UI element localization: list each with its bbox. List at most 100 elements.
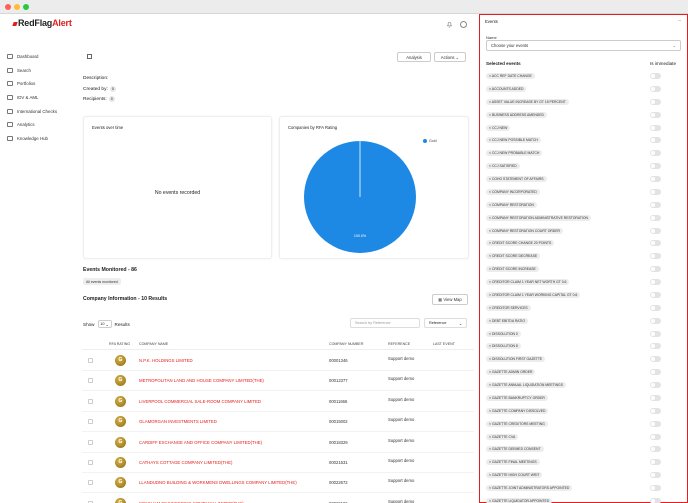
event-tag[interactable]: × DISSOLUTION FIRST GAZETTE xyxy=(486,356,546,363)
event-tag[interactable]: × COMPANY RESTORATION xyxy=(486,201,537,208)
sidebar-item-knowledge-hub[interactable]: Knowledge Hub xyxy=(0,132,74,146)
event-tag[interactable]: × CREDITOR CLAIM 1 YEAR NET WORTH GT 0.6 xyxy=(486,279,570,285)
event-tag[interactable]: × CCJ NEW PROBABLE MATCH xyxy=(486,150,543,157)
is-immediate-toggle[interactable] xyxy=(650,279,661,285)
company-name-link[interactable]: WINGHAM ENGINEERING COMPANY LIMITED(THE) xyxy=(139,501,244,503)
event-tag[interactable]: × GAZETTE ANNUAL LIQUIDATION MEETINGS xyxy=(486,382,566,388)
event-tag[interactable]: × CREDIT SCORE DECREASE xyxy=(486,253,541,260)
company-name-link[interactable]: CARDIFF EXCHANGE AND OFFICE COMPANY LIMI… xyxy=(139,439,263,445)
is-immediate-toggle[interactable] xyxy=(650,459,661,466)
event-tag[interactable]: × ACCOUNTS ADDED xyxy=(486,85,527,92)
bell-icon[interactable] xyxy=(446,21,453,28)
is-immediate-toggle[interactable] xyxy=(650,214,661,221)
is-immediate-toggle[interactable] xyxy=(650,407,661,414)
is-immediate-toggle[interactable] xyxy=(650,266,661,273)
maximize-window-button[interactable] xyxy=(23,4,29,10)
is-immediate-toggle[interactable] xyxy=(650,240,661,247)
event-tag[interactable]: × COHO STATEMENT OF AFFAIRS xyxy=(486,176,547,182)
is-immediate-toggle[interactable] xyxy=(650,330,661,337)
col-last-event[interactable]: Last Event xyxy=(433,342,455,346)
table-row[interactable]: G LLANDUDNO BUILDING & WORKMENS DWELLINGS… xyxy=(82,473,474,494)
sidebar-item-analytics[interactable]: Analytics xyxy=(0,118,74,132)
sidebar-item-idv-aml[interactable]: IDV & AML xyxy=(0,91,74,105)
is-immediate-toggle[interactable] xyxy=(650,201,661,208)
is-immediate-toggle[interactable] xyxy=(650,227,661,234)
row-checkbox[interactable] xyxy=(88,439,93,445)
page-size-select[interactable]: 10 ⌄ xyxy=(97,320,112,328)
event-tag[interactable]: × GAZETTE DEEMED CONSENT xyxy=(486,446,544,453)
col-rfa-rating[interactable]: RFA Rating xyxy=(109,342,131,346)
event-tag[interactable]: × ASSET VALUE INCREASE BY GT 15 PERCENT xyxy=(486,98,569,105)
settings-icon[interactable] xyxy=(460,21,467,28)
table-row[interactable]: G LIVERPOOL COMMERCIAL SALE-ROOM COMPANY … xyxy=(82,392,474,412)
view-map-button[interactable]: ▦ View Map xyxy=(432,294,468,305)
company-name-link[interactable]: CATHAYS COTTAGE COMPANY LIMITED(THE) xyxy=(139,460,233,465)
is-immediate-toggle[interactable] xyxy=(650,176,661,182)
event-tag[interactable]: × DEBT EBITDA RATIO xyxy=(486,317,528,324)
is-immediate-toggle[interactable] xyxy=(650,73,661,79)
table-row[interactable]: G CATHAYS COTTAGE COMPANY LIMITED(THE) 000… xyxy=(82,453,474,473)
is-immediate-toggle[interactable] xyxy=(650,253,661,260)
event-tag[interactable]: × GAZETTE COMPANY DISSOLVED xyxy=(486,407,549,414)
reference-search-input[interactable]: Search by Reference xyxy=(350,318,420,328)
company-name-link[interactable]: METROPOLITAN LAND AND HOUSE COMPANY LIMI… xyxy=(139,378,264,384)
event-tag[interactable]: × DISSOLUTION 0 xyxy=(486,330,521,337)
is-immediate-toggle[interactable] xyxy=(650,369,661,376)
reference-sort-select[interactable]: Reference ⌄ xyxy=(424,318,467,328)
event-tag[interactable]: × GAZETTE LIQUIDATOR APPOINTED xyxy=(486,497,553,503)
is-immediate-toggle[interactable] xyxy=(650,124,661,131)
close-window-button[interactable] xyxy=(5,4,11,10)
is-immediate-toggle[interactable] xyxy=(650,420,661,427)
sidebar-item-dashboard[interactable]: Dashboard xyxy=(0,50,74,64)
event-tag[interactable]: × ACC REF DATE CHANGE xyxy=(486,73,535,79)
event-tag[interactable]: × GAZETTE FINAL MEETINGS xyxy=(486,459,540,466)
event-tag[interactable]: × GAZETTE BANKRUPTCY ORDER xyxy=(486,394,548,401)
event-tag[interactable]: × CREDIT SCORE CHANGE 20 POINTS xyxy=(486,240,555,247)
is-immediate-toggle[interactable] xyxy=(650,163,661,170)
analysis-button[interactable]: Analysis xyxy=(397,52,431,62)
is-immediate-toggle[interactable] xyxy=(650,98,661,105)
minimize-window-button[interactable] xyxy=(14,4,20,10)
is-immediate-toggle[interactable] xyxy=(650,497,661,503)
event-tag[interactable]: × CREDIT SCORE INCREASE xyxy=(486,266,539,273)
event-tag[interactable]: × COMPANY INCORPORATED xyxy=(486,188,540,195)
event-tag[interactable]: × DISSOLUTION 8 xyxy=(486,343,521,350)
brand-logo[interactable]: RedFlagAlert xyxy=(12,18,72,28)
col-reference[interactable]: Reference xyxy=(388,342,411,346)
event-tag[interactable]: × GAZETTE HIGH COURT WRIT xyxy=(486,472,543,479)
event-tag[interactable]: × GAZETTE CREDITORS MEETING xyxy=(486,420,548,427)
is-immediate-toggle[interactable] xyxy=(650,356,661,363)
is-immediate-toggle[interactable] xyxy=(650,317,661,324)
col-company-number[interactable]: Company Number xyxy=(329,342,364,346)
is-immediate-toggle[interactable] xyxy=(650,150,661,157)
is-immediate-toggle[interactable] xyxy=(650,111,661,118)
table-row[interactable]: G METROPOLITAN LAND AND HOUSE COMPANY LIM… xyxy=(82,371,474,392)
event-tag[interactable]: × CCJ NEW xyxy=(486,124,511,131)
is-immediate-toggle[interactable] xyxy=(650,485,661,491)
is-immediate-toggle[interactable] xyxy=(650,304,661,311)
event-tag[interactable]: × GAZETTE JOINT ADMINISTRATORS APPOINTED xyxy=(486,485,573,491)
row-checkbox[interactable] xyxy=(88,500,93,503)
events-select[interactable]: Choose your events ⌄ xyxy=(486,40,681,51)
is-immediate-toggle[interactable] xyxy=(650,85,661,92)
row-checkbox[interactable] xyxy=(88,419,93,425)
event-tag[interactable]: × BUSINESS ADDRESS AMENDED xyxy=(486,111,547,118)
table-row[interactable]: G GLAMORGAN INVESTMENTS LIMITED 00015002 Su… xyxy=(82,412,474,433)
is-immediate-toggle[interactable] xyxy=(650,291,661,298)
is-immediate-toggle[interactable] xyxy=(650,433,661,440)
sidebar-item-search[interactable]: Search xyxy=(0,64,74,78)
is-immediate-toggle[interactable] xyxy=(650,382,661,388)
company-name-link[interactable]: N.P.K. HOLDINGS LIMITED xyxy=(139,358,193,363)
close-panel-icon[interactable]: – xyxy=(678,18,681,24)
row-checkbox[interactable] xyxy=(88,480,93,486)
is-immediate-toggle[interactable] xyxy=(650,446,661,453)
actions-button[interactable]: Actions ⌄ xyxy=(434,52,466,62)
is-immediate-toggle[interactable] xyxy=(650,188,661,195)
sidebar-item-international-checks[interactable]: International Checks xyxy=(0,104,74,118)
event-tag[interactable]: × CREDITOR SERVICES xyxy=(486,304,531,311)
is-immediate-toggle[interactable] xyxy=(650,343,661,350)
company-name-link[interactable]: LIVERPOOL COMMERCIAL SALE-ROOM COMPANY L… xyxy=(139,398,262,404)
is-immediate-toggle[interactable] xyxy=(650,394,661,401)
is-immediate-toggle[interactable] xyxy=(650,137,661,144)
is-immediate-toggle[interactable] xyxy=(650,472,661,479)
